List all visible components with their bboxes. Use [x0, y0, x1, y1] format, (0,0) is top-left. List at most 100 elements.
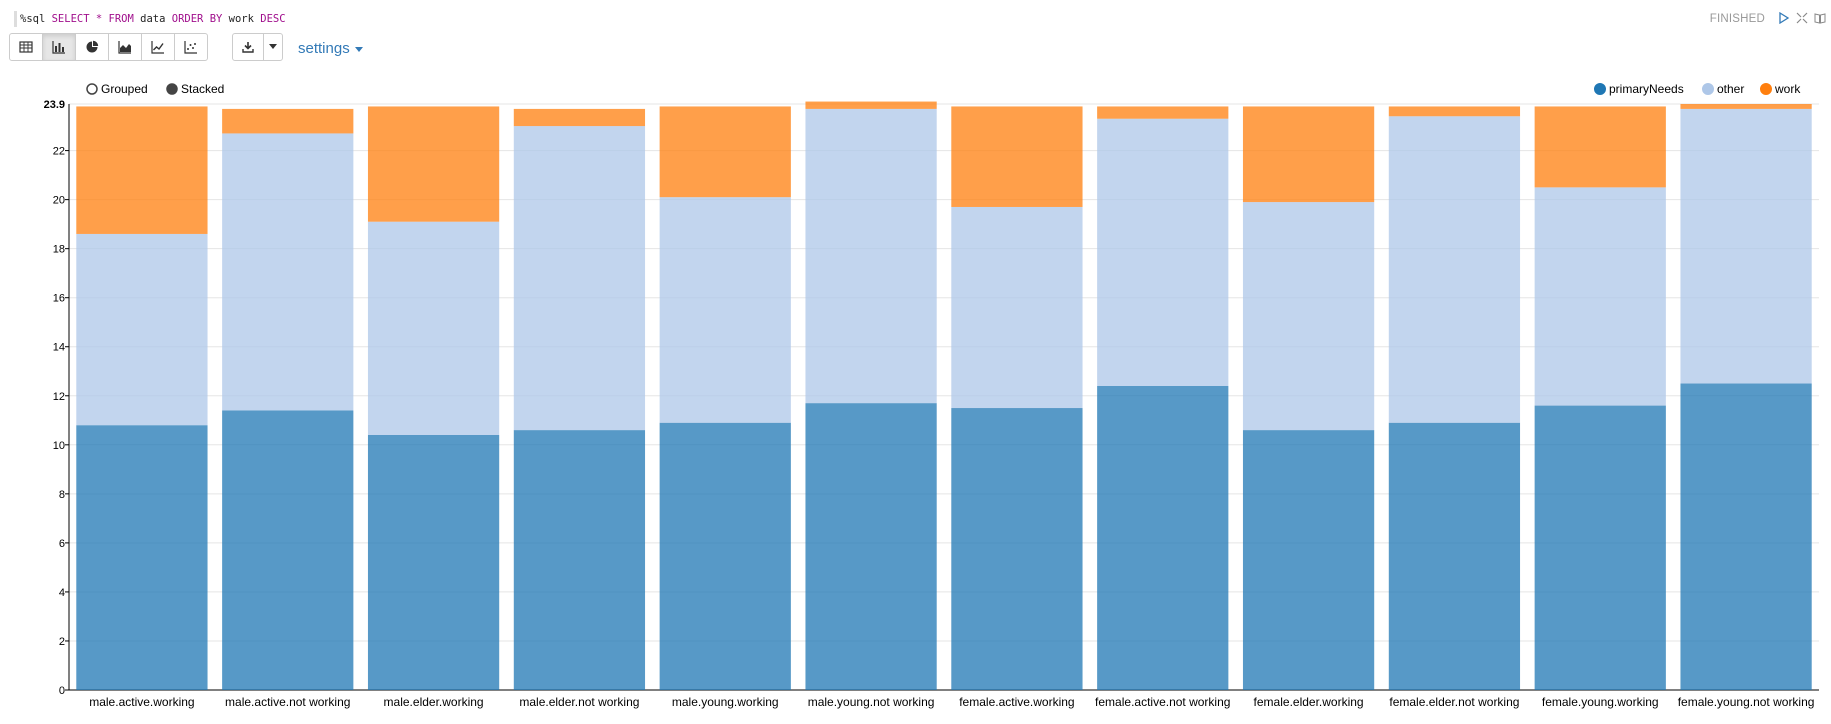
legend-item-work[interactable]: work — [1760, 82, 1802, 96]
sql-keyword: FROM — [108, 13, 134, 25]
download-button[interactable] — [232, 33, 264, 61]
sql-text: %sql — [20, 13, 52, 25]
paragraph-controls — [1777, 11, 1827, 25]
legend-item-primaryNeeds[interactable]: primaryNeeds — [1594, 82, 1684, 96]
bar-primaryNeeds — [951, 408, 1083, 690]
bar-other — [1388, 116, 1521, 423]
x-tick-label: male.elder.not working — [519, 695, 639, 709]
bar-primaryNeeds — [367, 435, 500, 690]
y-tick-label: 2 — [59, 636, 65, 648]
bar-other — [1242, 202, 1375, 431]
sql-keyword: DESC — [260, 13, 286, 25]
bar-primaryNeeds — [222, 410, 354, 690]
grouped-radio — [86, 83, 98, 95]
grouped-toggle[interactable]: Grouped — [86, 82, 148, 96]
legend-label: other — [1717, 82, 1744, 96]
settings-dropdown[interactable]: settings — [298, 40, 363, 57]
line-chart-button[interactable] — [141, 33, 175, 61]
bar-work — [1680, 104, 1812, 109]
bar-primaryNeeds — [805, 403, 937, 690]
run-icon[interactable] — [1777, 11, 1791, 25]
sql-code-line[interactable]: %sql SELECT * FROM data ORDER BY work DE… — [14, 11, 286, 27]
bar-work — [222, 108, 354, 134]
sql-text: work — [222, 13, 261, 25]
y-tick-label: 22 — [53, 146, 65, 158]
y-tick-label: 14 — [53, 342, 65, 354]
y-tick-label: 20 — [53, 195, 65, 207]
bar-other — [659, 197, 791, 423]
y-tick-label: 10 — [53, 440, 65, 452]
x-tick-label: male.young.working — [672, 695, 779, 709]
bar-work — [951, 106, 1083, 207]
download-dropdown-button[interactable] — [263, 33, 283, 61]
bar-work — [367, 106, 500, 222]
x-tick-label: male.active.not working — [225, 695, 350, 709]
bar-primaryNeeds — [1534, 405, 1666, 690]
scatter-chart-button[interactable] — [174, 33, 208, 61]
legend-swatch — [1702, 83, 1714, 95]
bar-primaryNeeds — [513, 430, 646, 690]
bar-other — [367, 221, 500, 436]
x-tick-label: male.active.working — [89, 695, 194, 709]
legend-swatch — [1594, 83, 1606, 95]
legend-item-other[interactable]: other — [1702, 82, 1745, 96]
bar-other — [1097, 118, 1229, 386]
x-tick-label: female.young.working — [1542, 695, 1659, 709]
sql-text: data — [133, 13, 172, 25]
legend-label: work — [1774, 82, 1801, 96]
stacked-radio — [166, 83, 178, 95]
bar-other — [513, 126, 646, 431]
y-tick-label: 6 — [59, 538, 65, 550]
y-max-label: 23.9 — [44, 99, 65, 111]
bar-work — [1388, 106, 1521, 117]
legend-label: primaryNeeds — [1609, 82, 1684, 96]
download-icon — [242, 42, 254, 53]
y-tick-label: 18 — [53, 244, 65, 256]
grouped-label: Grouped — [101, 82, 148, 96]
table-view-button[interactable] — [9, 33, 43, 61]
pie-chart-button[interactable] — [75, 33, 109, 61]
bar-other — [1680, 108, 1812, 384]
bar-work — [513, 108, 646, 127]
scatter-chart-icon — [184, 41, 197, 54]
y-tick-label: 16 — [53, 293, 65, 305]
stacked-toggle[interactable]: Stacked — [166, 82, 224, 96]
line-chart-icon — [151, 41, 164, 54]
bar-work — [1097, 106, 1229, 119]
bar-primaryNeeds — [1242, 430, 1375, 690]
y-tick-label: 4 — [59, 587, 65, 599]
bar-work — [76, 106, 208, 234]
x-tick-label: female.elder.not working — [1389, 695, 1519, 709]
y-tick-label: 12 — [53, 391, 65, 403]
settings-label: settings — [298, 40, 350, 57]
bar-work — [1242, 106, 1375, 203]
x-tick-label: female.active.not working — [1095, 695, 1230, 709]
visualization-toolbar — [9, 33, 208, 61]
bar-other — [805, 108, 937, 404]
area-chart-button[interactable] — [108, 33, 142, 61]
bar-primaryNeeds — [1680, 383, 1812, 690]
bar-other — [222, 133, 354, 411]
x-tick-label: female.elder.working — [1254, 695, 1364, 709]
download-toolbar — [232, 33, 283, 61]
sql-keyword: SELECT — [51, 13, 90, 25]
area-chart-icon — [118, 41, 131, 54]
x-tick-label: male.elder.working — [384, 695, 484, 709]
sql-keyword: ORDER BY — [171, 13, 223, 25]
bar-chart-icon — [52, 41, 65, 54]
legend-swatch — [1760, 83, 1772, 95]
bar-work — [659, 106, 791, 198]
bar-primaryNeeds — [1097, 385, 1229, 690]
sql-keyword: * — [95, 13, 103, 25]
x-tick-label: male.young.not working — [808, 695, 935, 709]
x-tick-label: female.young.not working — [1678, 695, 1815, 709]
book-icon[interactable] — [1813, 11, 1827, 25]
y-tick-label: 0 — [59, 685, 65, 697]
bar-work — [1534, 106, 1666, 188]
y-tick-label: 8 — [59, 489, 65, 501]
bar-primaryNeeds — [659, 422, 791, 690]
bar-other — [951, 206, 1083, 409]
bar-primaryNeeds — [1388, 422, 1521, 690]
expand-icon[interactable] — [1795, 11, 1809, 25]
